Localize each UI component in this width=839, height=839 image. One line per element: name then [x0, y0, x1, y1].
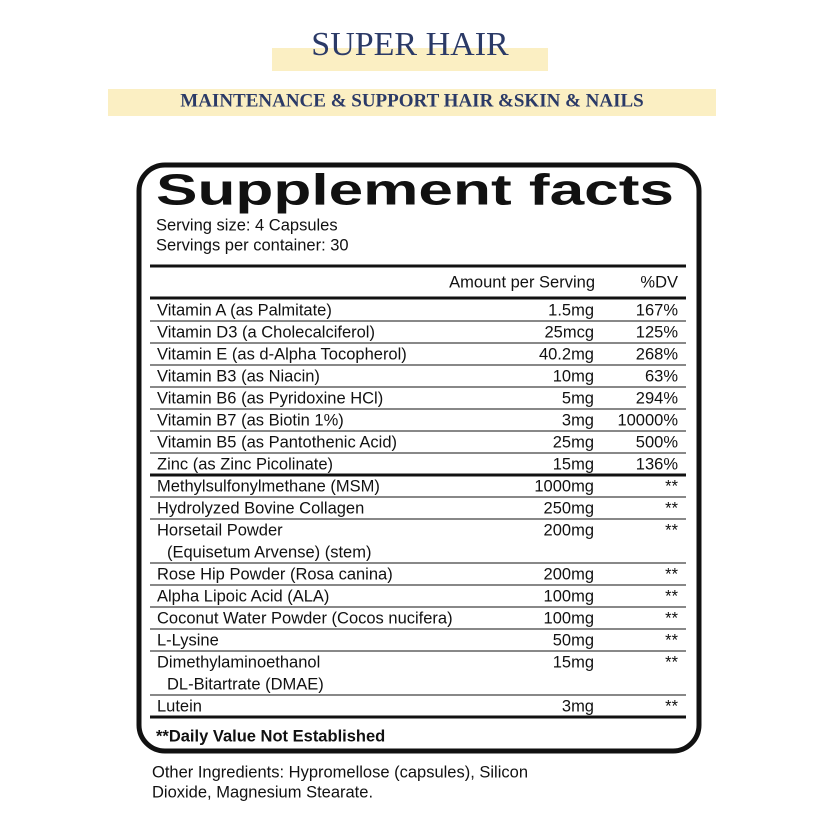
ingredient-name: Vitamin D3 (a Cholecalciferol) — [157, 323, 375, 341]
daily-value: ** — [665, 697, 678, 715]
daily-value: 125% — [636, 323, 679, 341]
ingredient-name: Dimethylaminoethanol — [157, 653, 320, 671]
facts-box — [136, 162, 702, 754]
serving-size: Serving size: 4 Capsules — [156, 216, 338, 234]
ingredient-name: Lutein — [157, 697, 202, 715]
amount: 50mg — [553, 631, 594, 649]
ingredient-name: DL-Bitartrate (DMAE) — [167, 675, 324, 693]
daily-value: 167% — [636, 301, 679, 319]
daily-value: ** — [665, 587, 678, 605]
other-ingredients: Other Ingredients: Hypromellose (capsule… — [152, 763, 528, 781]
ingredient-name: L-Lysine — [157, 631, 219, 649]
amount: 5mg — [562, 389, 594, 407]
rows: Vitamin A (as Palmitate) 1.5mg 167% Vitamin… — [150, 301, 686, 719]
daily-value: 294% — [636, 389, 679, 407]
servings-per-container: Servings per container: 30 — [156, 236, 349, 254]
ingredient-name: Vitamin B3 (as Niacin) — [157, 367, 320, 385]
ingredient-name: Hydrolyzed Bovine Collagen — [157, 499, 364, 517]
amount: 100mg — [544, 609, 594, 627]
amount: 1000mg — [534, 477, 594, 495]
ingredient-name: Vitamin E (as d-Alpha Tocopherol) — [157, 345, 407, 363]
ingredient-name: Alpha Lipoic Acid (ALA) — [157, 587, 329, 605]
daily-value: 10000% — [617, 411, 678, 429]
title-highlight — [272, 48, 548, 71]
amount: 15mg — [553, 653, 594, 671]
ingredient-name: Zinc (as Zinc Picolinate) — [157, 455, 333, 473]
ingredient-name: Vitamin B5 (as Pantothenic Acid) — [157, 433, 397, 451]
subtitle-highlight — [108, 89, 716, 116]
column-header: Amount per Serving — [449, 273, 595, 291]
facts-heading: Supplement facts — [156, 166, 674, 215]
other-ingredients: Dioxide, Magnesium Stearate. — [152, 783, 373, 801]
daily-value: ** — [665, 653, 678, 671]
amount: 25mcg — [544, 323, 594, 341]
amount: 10mg — [553, 367, 594, 385]
amount: 25mg — [553, 433, 594, 451]
footnote: **Daily Value Not Established — [156, 727, 385, 745]
ingredient-name: Vitamin B6 (as Pyridoxine HCl) — [157, 389, 383, 407]
amount: 100mg — [544, 587, 594, 605]
subtitle: MAINTENANCE & SUPPORT HAIR &SKIN & NAILS — [180, 90, 643, 111]
daily-value: ** — [665, 499, 678, 517]
ingredient-name: Coconut Water Powder (Cocos nucifera) — [157, 609, 453, 627]
daily-value: ** — [665, 609, 678, 627]
ingredient-name: Vitamin B7 (as Biotin 1%) — [157, 411, 344, 429]
ingredient-name: Vitamin A (as Palmitate) — [157, 301, 332, 319]
daily-value: 136% — [636, 455, 679, 473]
amount: 40.2mg — [539, 345, 594, 363]
ingredient-name: Horsetail Powder — [157, 521, 283, 539]
title: SUPER HAIR — [311, 26, 509, 63]
daily-value: 268% — [636, 345, 679, 363]
daily-value: ** — [665, 477, 678, 495]
daily-value: 63% — [645, 367, 678, 385]
daily-value: 500% — [636, 433, 679, 451]
daily-value: ** — [665, 521, 678, 539]
ingredient-name: Rose Hip Powder (Rosa canina) — [157, 565, 393, 583]
ingredient-name: Methylsulfonylmethane (MSM) — [157, 477, 380, 495]
amount: 3mg — [562, 411, 594, 429]
daily-value: ** — [665, 565, 678, 583]
amount: 3mg — [562, 697, 594, 715]
amount: 15mg — [553, 455, 594, 473]
daily-value: ** — [665, 631, 678, 649]
amount: 200mg — [544, 521, 594, 539]
amount: 1.5mg — [548, 301, 594, 319]
ingredient-name: (Equisetum Arvense) (stem) — [167, 543, 371, 561]
amount: 200mg — [544, 565, 594, 583]
column-header: %DV — [640, 273, 678, 291]
amount: 250mg — [544, 499, 594, 517]
